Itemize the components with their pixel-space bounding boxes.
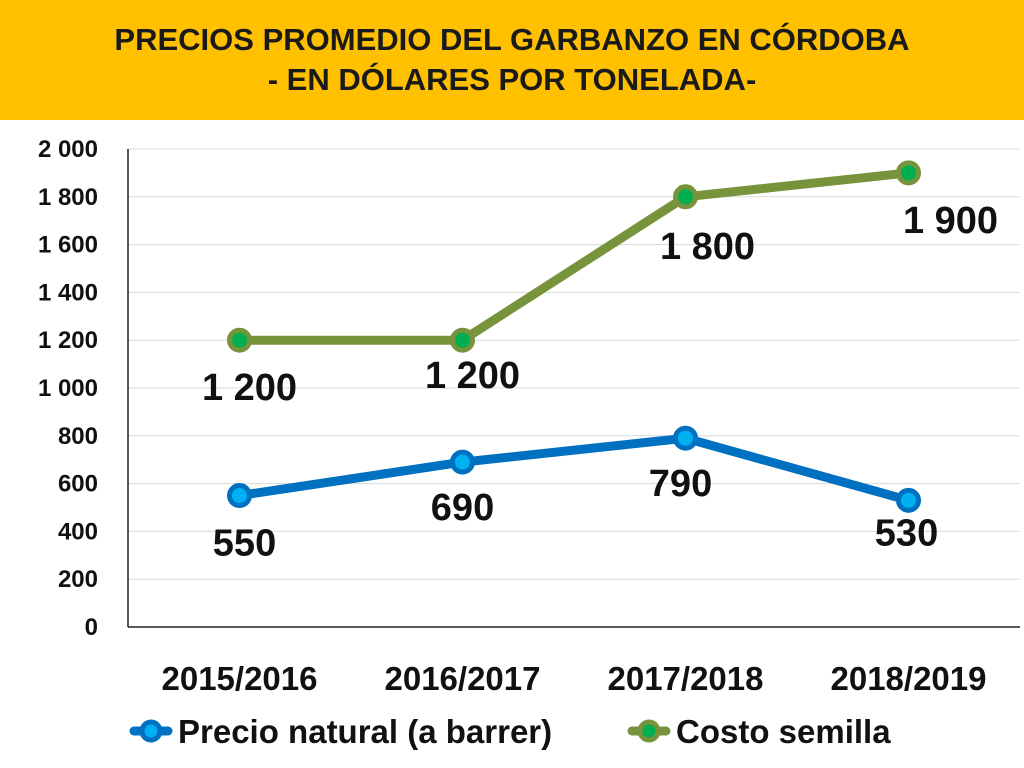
- line-chart: 0 200 400 600 800 1 000 1 200 1 400 1 600 1 800 2 …: [38, 136, 1020, 750]
- legend-swatch-marker: [637, 719, 661, 743]
- title-banner: PRECIOS PROMEDIO DEL GARBANZO EN CÓRDOBA…: [0, 0, 1024, 120]
- y-tick-label: 1 000: [38, 375, 98, 402]
- x-tick-label: 2015/2016: [162, 660, 318, 697]
- chart-title-line-2: - EN DÓLARES POR TONELADA-: [267, 62, 757, 97]
- data-label: 550: [213, 523, 276, 565]
- y-tick-label: 1 400: [38, 279, 98, 306]
- data-point: [896, 160, 921, 186]
- data-point: [673, 184, 698, 210]
- y-tick-label: 2 000: [38, 136, 98, 163]
- data-point: [896, 487, 921, 513]
- data-label: 790: [649, 463, 712, 505]
- y-tick-label: 0: [85, 614, 98, 641]
- data-point: [227, 327, 252, 353]
- data-point: [673, 425, 698, 451]
- series-line-2: [235, 168, 913, 345]
- data-label: 1 200: [202, 367, 297, 409]
- y-tick-label: 200: [58, 566, 98, 593]
- data-point: [450, 327, 475, 353]
- data-point: [450, 449, 475, 475]
- y-tick-label: 800: [58, 423, 98, 450]
- y-tick-label: 400: [58, 518, 98, 545]
- legend-label: Costo semilla: [676, 713, 891, 750]
- legend-label: Precio natural (a barrer): [178, 713, 552, 750]
- data-label: 690: [431, 487, 494, 529]
- y-tick-label: 1 600: [38, 232, 98, 259]
- x-tick-label: 2016/2017: [385, 660, 541, 697]
- x-tick-label: 2018/2019: [831, 660, 987, 697]
- y-tick-label: 1 800: [38, 184, 98, 211]
- data-label: 1 200: [425, 355, 520, 397]
- chart-title-line-1: PRECIOS PROMEDIO DEL GARBANZO EN CÓRDOBA: [114, 22, 910, 57]
- data-point: [227, 483, 252, 509]
- series-line-1: [235, 433, 913, 505]
- y-tick-label: 600: [58, 471, 98, 498]
- legend-swatch-marker: [139, 719, 163, 743]
- data-label: 1 800: [660, 226, 755, 268]
- x-tick-label: 2017/2018: [608, 660, 764, 697]
- y-tick-label: 1 200: [38, 327, 98, 354]
- data-label: 1 900: [903, 200, 998, 242]
- data-label: 530: [875, 512, 938, 554]
